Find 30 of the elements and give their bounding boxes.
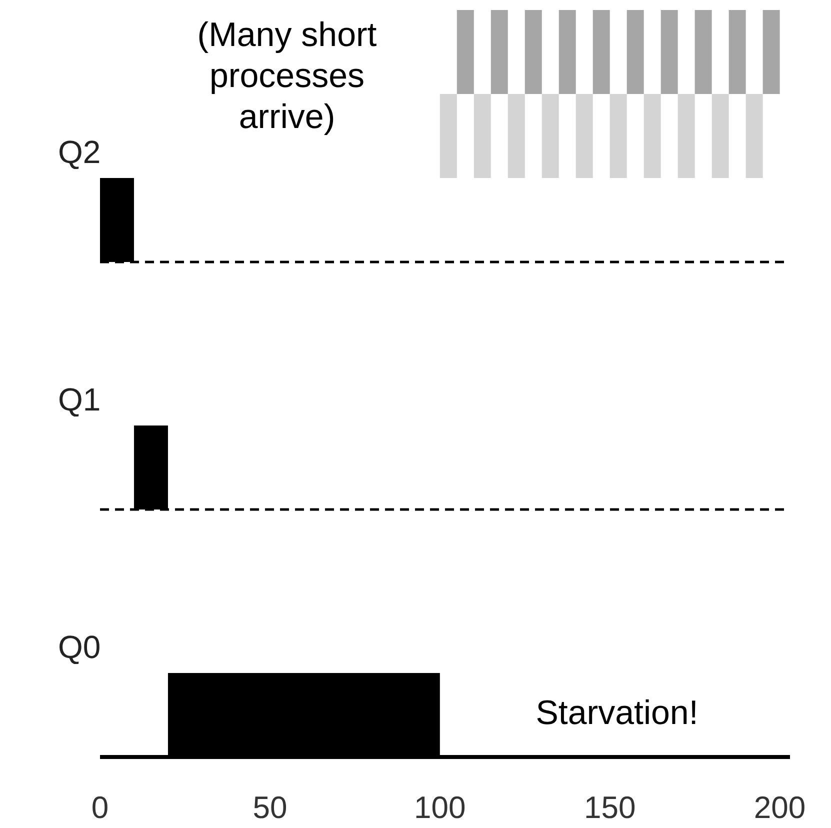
bar	[746, 94, 763, 178]
bar	[592, 10, 610, 94]
bar	[660, 10, 678, 94]
bar	[490, 10, 508, 94]
annotation: Starvation!	[536, 694, 698, 732]
x-tick-label: 150	[584, 790, 636, 825]
bar	[440, 94, 457, 178]
bar	[542, 94, 559, 178]
annotation: (Many short processes arrive)	[197, 16, 378, 136]
bar	[508, 94, 525, 178]
bar	[524, 10, 542, 94]
bar	[644, 94, 661, 178]
bar	[728, 10, 746, 94]
bar	[576, 94, 593, 178]
bar	[762, 10, 780, 94]
bar	[712, 94, 729, 178]
x-tick-label: 0	[91, 790, 109, 825]
bar	[456, 10, 474, 94]
bar	[558, 10, 576, 94]
x-tick-label: 100	[414, 790, 466, 825]
x-tick-label: 200	[754, 790, 806, 825]
x-tick-label: 50	[252, 790, 288, 825]
bar	[626, 10, 644, 94]
y-tick-label: Q2	[58, 134, 101, 170]
bar	[694, 10, 712, 94]
y-tick-label: Q1	[58, 382, 101, 418]
bar	[474, 94, 491, 178]
bar	[610, 94, 627, 178]
y-tick-label: Q0	[58, 629, 101, 665]
bar	[678, 94, 695, 178]
